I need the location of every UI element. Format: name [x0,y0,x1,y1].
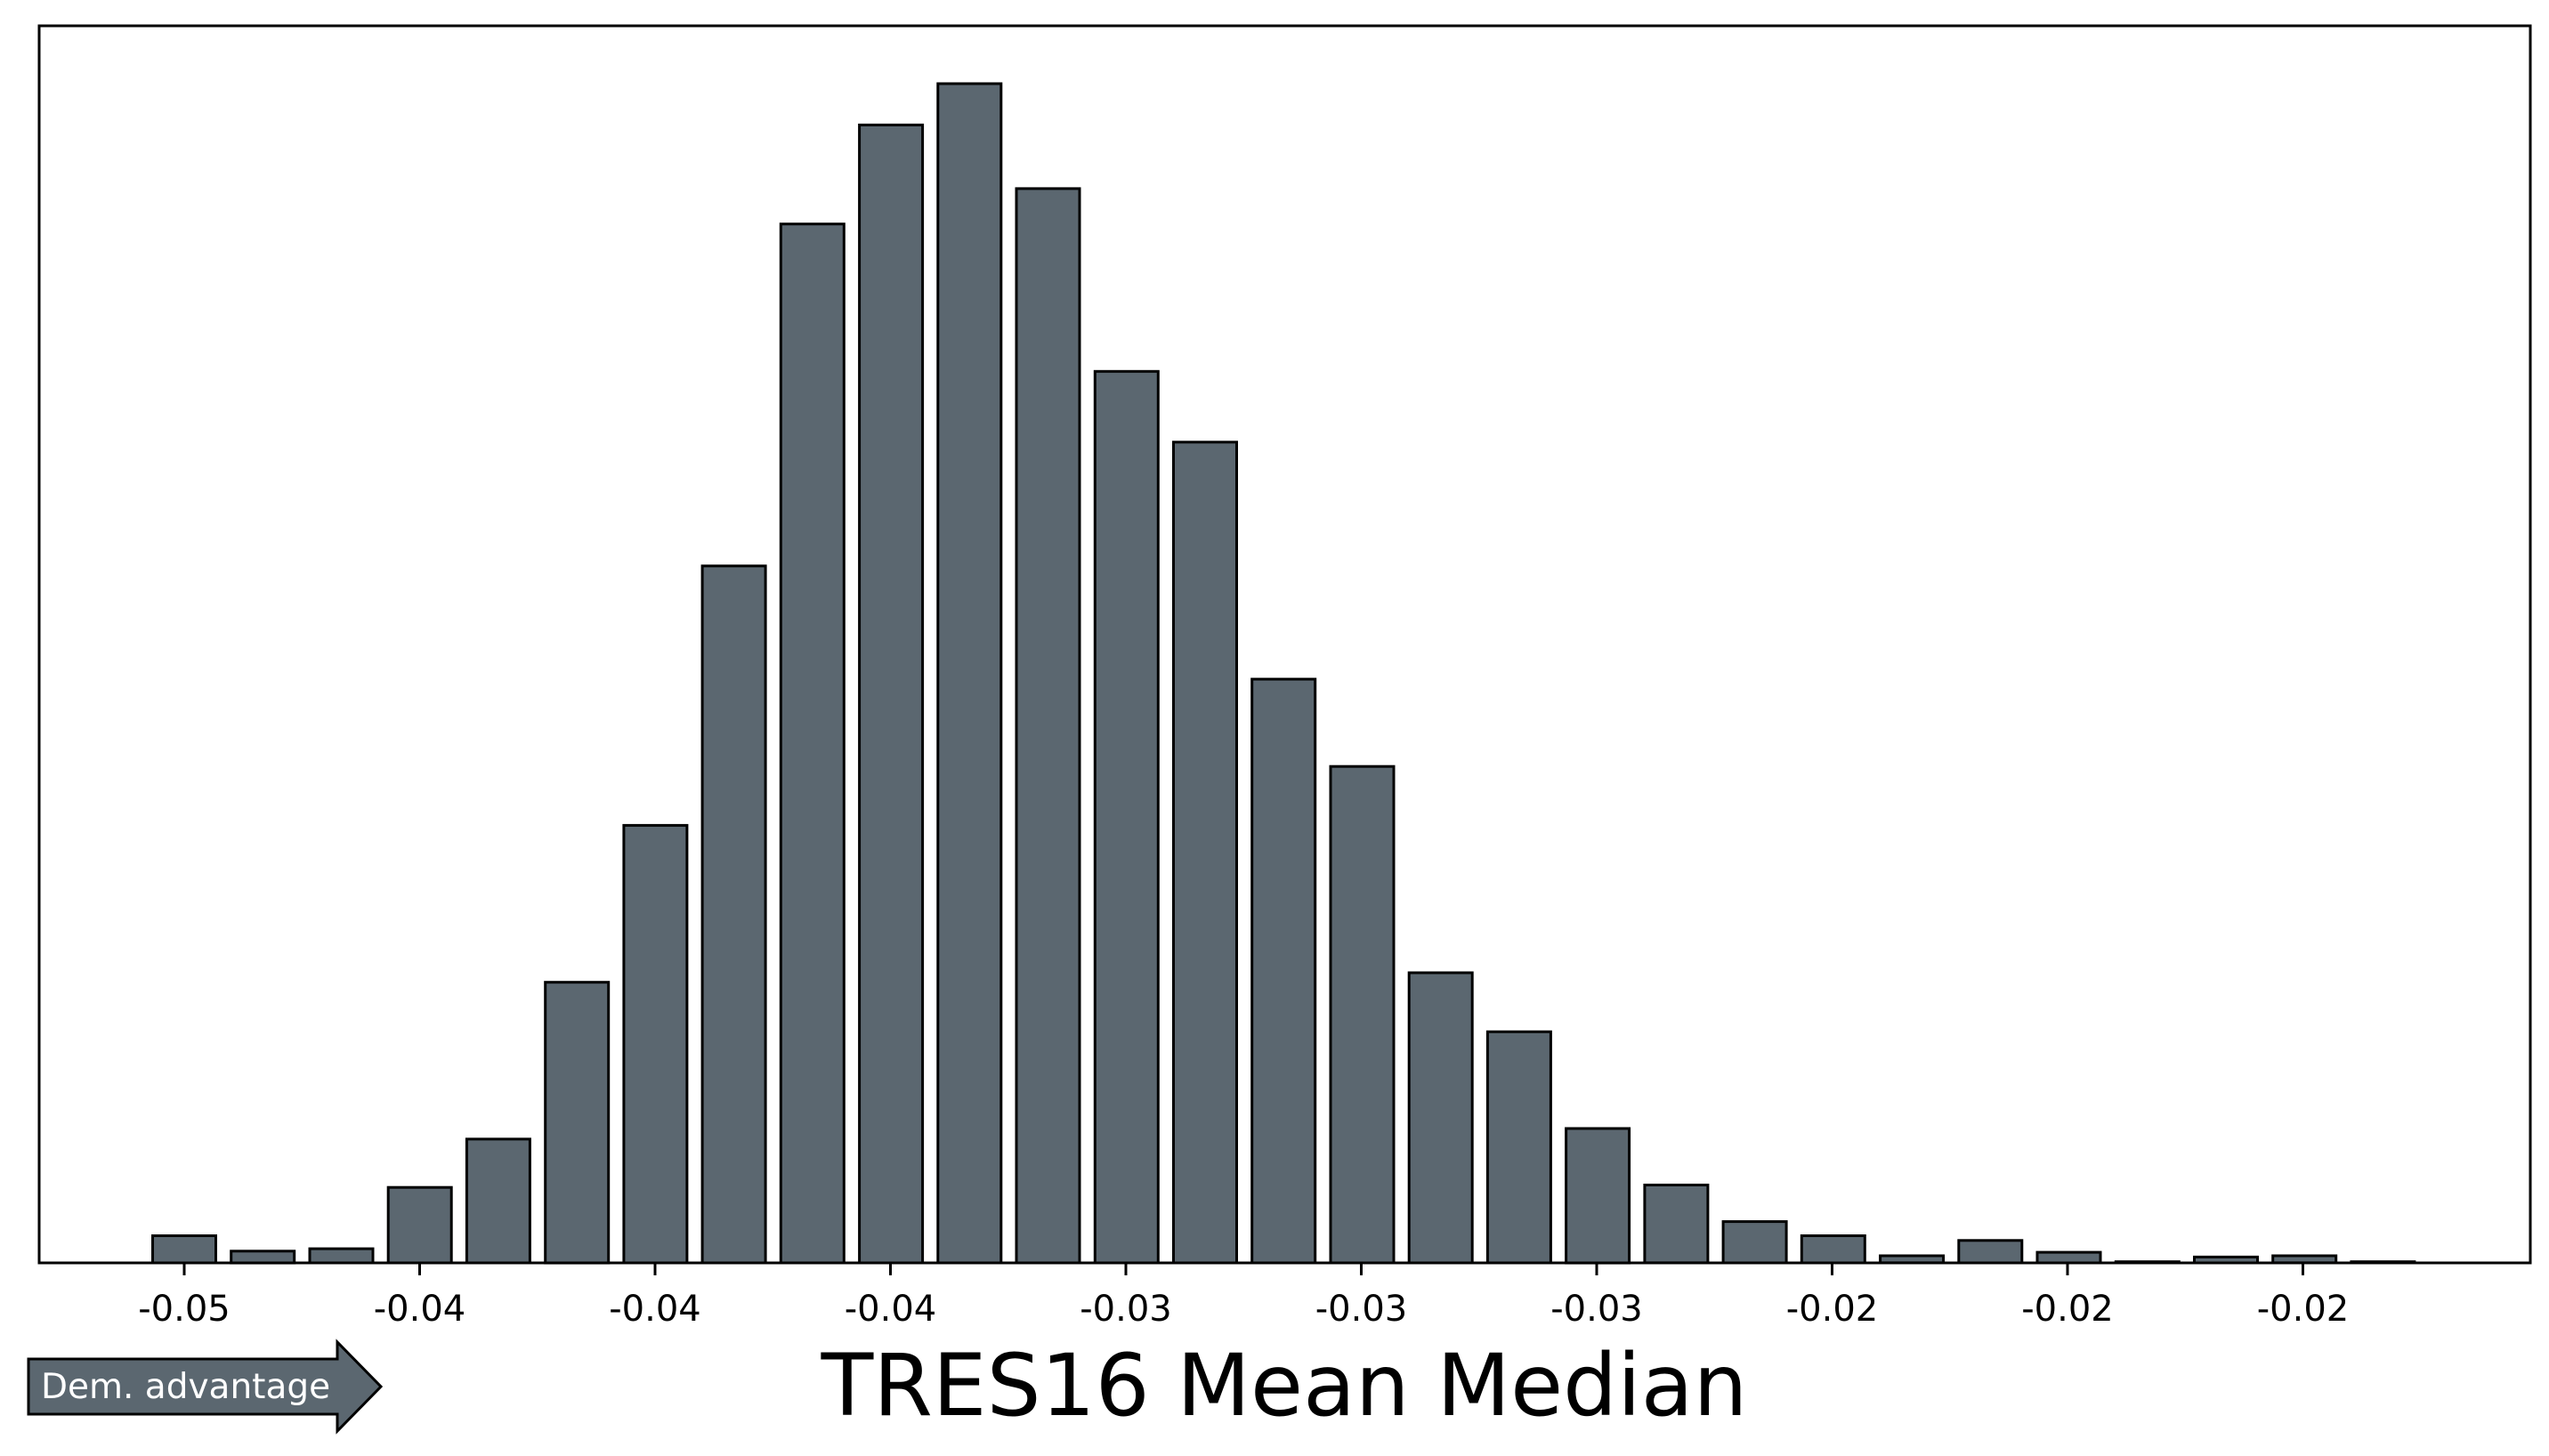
histogram-bar [1250,677,1317,1265]
histogram-bar [1172,441,1238,1265]
histogram-bar [1565,1127,1631,1265]
x-tick-label: -0.02 [2257,1289,2350,1330]
histogram-bar [622,823,689,1265]
dem-advantage-badge: Dem. advantage [27,1339,384,1435]
histogram-bar [151,1234,217,1265]
dem-advantage-label: Dem. advantage [41,1367,330,1407]
histogram-bar [1015,187,1081,1265]
x-tick-label: -0.04 [609,1289,701,1330]
arrow-icon [27,1339,384,1435]
x-tick-label: -0.02 [1786,1289,1879,1330]
histogram-bar [230,1250,296,1265]
x-axis-label: TRES16 Mean Median [821,1336,1748,1436]
x-tick-label: -0.03 [1550,1289,1643,1330]
histogram-bar [858,123,925,1265]
histogram-bar [936,82,1003,1265]
x-tick-label: -0.02 [2021,1289,2114,1330]
histogram-bar [1407,971,1474,1265]
x-tick-label: -0.03 [1080,1289,1172,1330]
histogram-bar [700,564,767,1265]
histogram-bar [779,222,846,1265]
histogram-bar [2035,1250,2102,1265]
histogram-bar [1721,1220,1788,1265]
histogram-bar [544,981,611,1265]
bars-group [151,82,2416,1265]
histogram-bar [1329,764,1396,1265]
histogram-bar [1957,1239,2024,1265]
x-tick-label: -0.04 [374,1289,466,1330]
x-tick-label: -0.03 [1315,1289,1408,1330]
histogram-bar [1800,1234,1866,1265]
histogram-bar [1485,1030,1552,1265]
x-tick-label: -0.05 [138,1289,231,1330]
histogram-bar [1643,1184,1710,1265]
histogram-bar [386,1185,453,1265]
x-tick-label: -0.04 [845,1289,937,1330]
histogram-bar [465,1137,531,1265]
plot-frame [37,24,2532,1265]
histogram-bar [1093,369,1160,1265]
histogram-bar [308,1247,375,1265]
x-axis-ticks: -0.05 -0.04 -0.04 -0.04 -0.03 -0.03 -0.03 -0.02… [138,1263,2349,1330]
